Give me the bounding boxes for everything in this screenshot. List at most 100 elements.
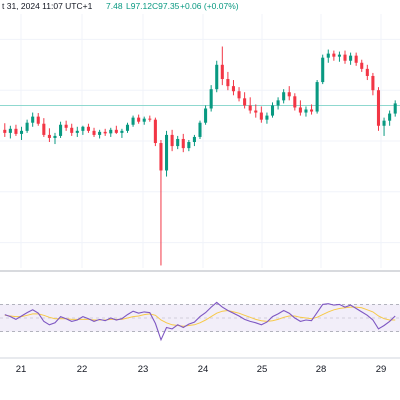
candle-body <box>75 130 79 133</box>
candle-body <box>382 120 386 126</box>
candle <box>360 59 364 72</box>
candle <box>198 120 202 139</box>
candle <box>349 52 353 65</box>
candle <box>70 123 74 136</box>
candle-body <box>215 64 219 90</box>
candle-body <box>125 124 130 131</box>
candle <box>165 130 169 177</box>
rsi-band <box>0 304 400 332</box>
candle-body <box>159 143 163 171</box>
candle-body <box>321 57 325 83</box>
candle <box>42 118 46 137</box>
candle-body <box>310 109 314 112</box>
candle <box>3 123 7 137</box>
candle-body <box>376 90 381 126</box>
grid-layer <box>0 14 400 268</box>
candle-body <box>276 100 280 106</box>
candle <box>125 122 130 133</box>
candle-body <box>103 131 107 134</box>
candle-body <box>47 134 51 138</box>
candle-body <box>19 130 24 134</box>
candle <box>14 124 18 136</box>
candle <box>209 85 213 112</box>
candle-body <box>360 62 364 69</box>
x-tick-label: 22 <box>77 364 88 375</box>
candle-body <box>343 54 347 61</box>
candle <box>298 100 302 116</box>
candle <box>388 110 392 126</box>
candle-body <box>42 123 46 135</box>
candle-body <box>315 82 319 112</box>
candle-body <box>86 126 90 131</box>
header-change: +0.06 (+0.07%) <box>180 1 239 11</box>
candle <box>204 105 208 125</box>
candle <box>64 120 68 131</box>
candle <box>19 126 24 140</box>
candle <box>131 115 135 127</box>
candle-body <box>371 75 375 91</box>
candle-body <box>109 129 113 134</box>
candle <box>181 133 185 153</box>
candle <box>86 123 90 133</box>
candle <box>159 139 163 266</box>
candle <box>326 49 330 63</box>
x-tick-label: 29 <box>376 364 387 375</box>
candle <box>365 64 369 81</box>
x-tick-label: 23 <box>138 364 149 375</box>
candle <box>293 93 297 111</box>
candle-body <box>3 129 7 133</box>
candle-body <box>204 108 208 123</box>
candle <box>114 125 118 134</box>
candle-body <box>332 53 336 57</box>
rsi-line <box>4 301 396 342</box>
candle <box>176 135 180 150</box>
candle-body <box>287 92 291 97</box>
candle <box>81 125 85 135</box>
candle <box>59 121 63 138</box>
candle <box>103 128 107 136</box>
time-axis[interactable]: 21 22 23 24 25 28 29 <box>16 364 387 375</box>
candle-body <box>298 107 302 113</box>
candle-body <box>120 130 124 133</box>
candle-body <box>209 89 213 109</box>
candle-body <box>142 118 146 122</box>
candle-body <box>365 68 369 76</box>
candle <box>282 89 286 104</box>
candle-body <box>14 128 18 134</box>
candle-body <box>92 130 96 135</box>
candle-body <box>181 138 185 149</box>
candle-body <box>282 92 286 101</box>
candle-body <box>349 55 353 61</box>
candle-body <box>31 116 35 123</box>
candle-body <box>304 109 308 113</box>
header-low: L97.12 <box>126 1 152 11</box>
candle-body <box>220 64 224 80</box>
candle-body <box>226 79 230 87</box>
candle <box>393 100 397 117</box>
candle <box>170 129 174 152</box>
candle <box>354 52 358 66</box>
candle <box>304 106 308 117</box>
x-tick-label: 24 <box>198 364 209 375</box>
candle-body <box>148 118 152 120</box>
candle-body <box>165 134 169 171</box>
candle <box>226 71 230 91</box>
candle-body <box>326 53 330 58</box>
candle-body <box>170 134 174 147</box>
candle-body <box>198 122 202 137</box>
header-date: t 31, 2024 11:07 UTC+1 <box>2 1 93 11</box>
candle <box>153 117 157 147</box>
candle <box>187 139 191 152</box>
candle <box>31 112 35 127</box>
candle <box>137 114 141 124</box>
candle <box>25 119 29 133</box>
candle-body <box>176 138 180 147</box>
candle <box>376 87 381 131</box>
candle <box>109 127 113 137</box>
candle <box>371 72 375 96</box>
candle-body <box>254 110 258 113</box>
candle-body <box>259 112 263 120</box>
candle <box>382 117 386 136</box>
candle-body <box>337 54 341 57</box>
